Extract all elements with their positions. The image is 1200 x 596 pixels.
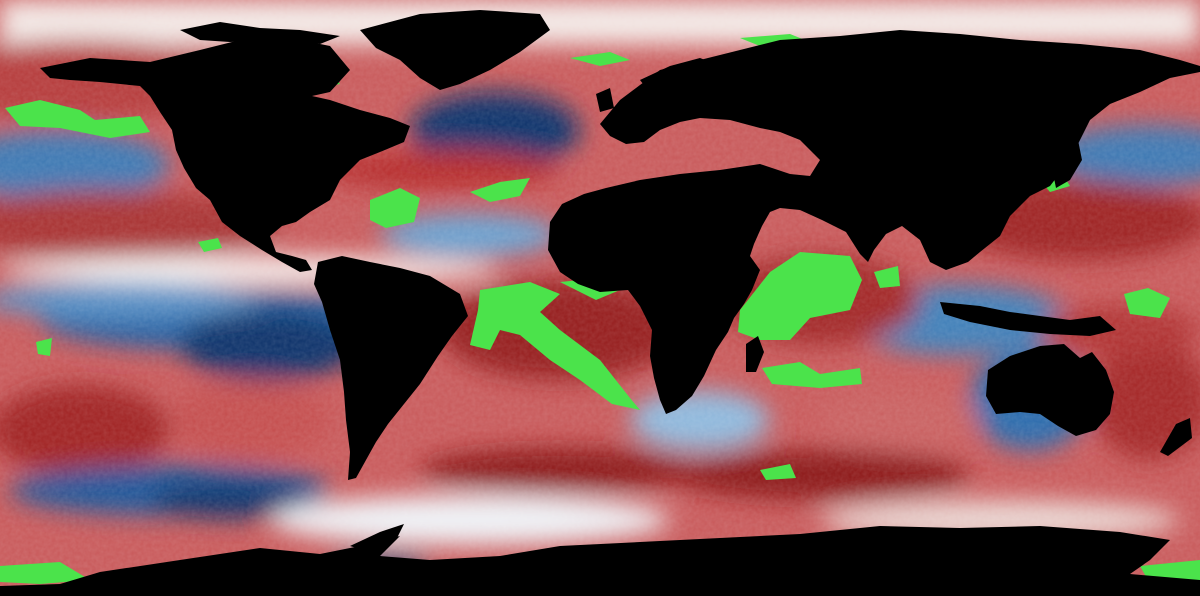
highlight-eq-atlantic [470, 282, 640, 410]
landmass-antarctica [0, 526, 1200, 596]
land-masses [0, 10, 1200, 596]
landmass-antarctic-peninsula [350, 524, 404, 552]
highlight-gulf-mexico [198, 238, 222, 252]
landmass-south-america [314, 256, 468, 480]
landmass-indonesia [940, 302, 1116, 336]
landmass-canadian-archipelago [180, 22, 340, 44]
highlight-southern-ind [760, 464, 796, 480]
highlight-natlantic [470, 178, 530, 202]
highlight-arctic [570, 52, 630, 66]
landmass-japan [1052, 140, 1082, 188]
landmass-scandinavia [640, 58, 720, 98]
highlight-antarctic-w [0, 562, 90, 584]
highlight-bengal [874, 266, 900, 288]
landmass-australia [986, 344, 1114, 436]
highlight-npacific [5, 100, 150, 138]
highlight-wio [738, 252, 862, 340]
highlight-mozambique [762, 362, 862, 388]
landmass-greenland [360, 10, 550, 90]
highlight-caribbean [370, 188, 420, 228]
highlight-coral [1124, 288, 1170, 318]
landmass-new-zealand [1160, 418, 1192, 456]
landmass-eurasia-africa [548, 30, 1200, 414]
landmass-madagascar [746, 336, 764, 372]
landmass-north-america [40, 36, 410, 272]
landmass-uk [596, 88, 614, 112]
highlight-sw-pacific [36, 338, 52, 356]
